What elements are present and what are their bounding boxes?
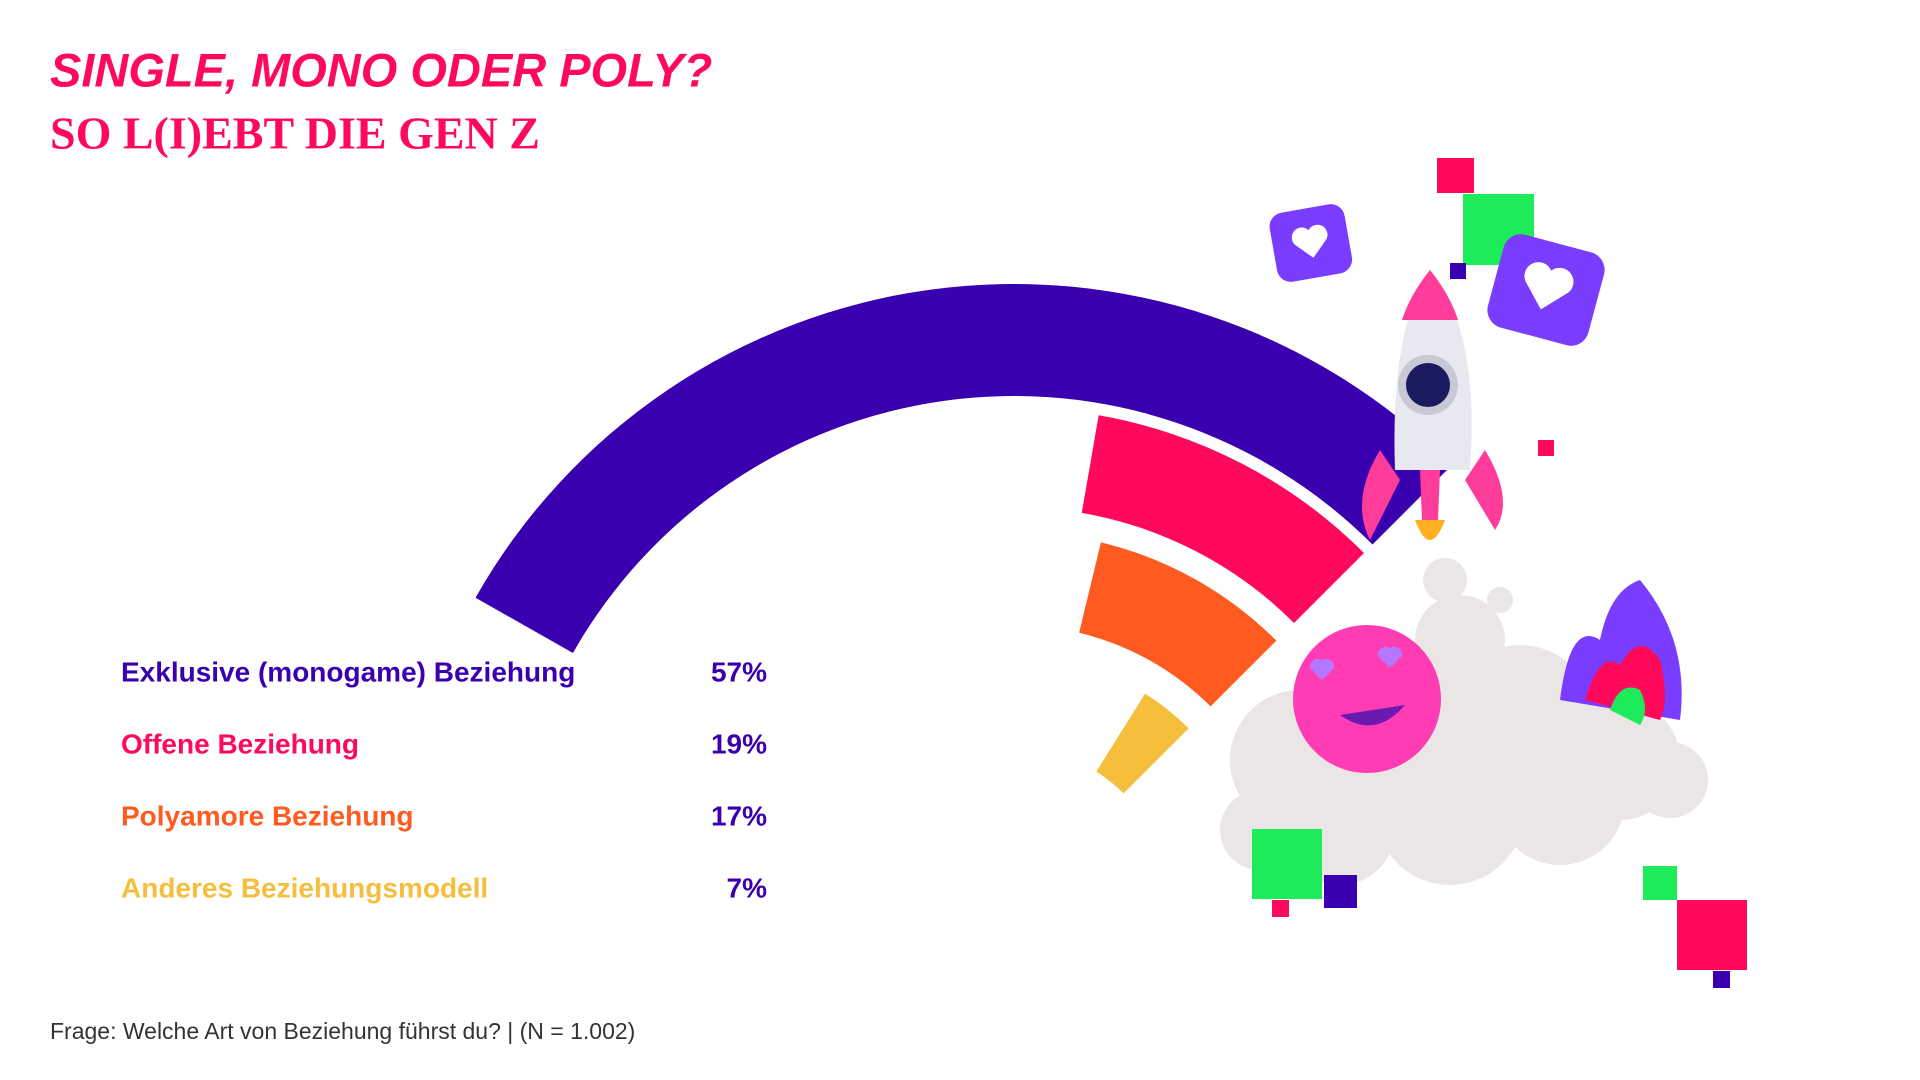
- deco-square: [1437, 158, 1474, 193]
- rocket: [1362, 270, 1503, 540]
- deco-square: [1252, 829, 1322, 899]
- deco-square: [1272, 900, 1289, 917]
- chart-subtitle: SO L(I)EBT DIE GEN Z: [50, 108, 540, 159]
- legend-label: Polyamore Beziehung: [121, 800, 414, 831]
- arc-bar: [475, 284, 1452, 653]
- deco-square: [1450, 263, 1466, 279]
- deco-square: [1713, 971, 1730, 988]
- value-label: 17%: [711, 800, 767, 831]
- deco-square: [1538, 440, 1554, 456]
- legend-label: Exklusive (monogame) Beziehung: [121, 656, 575, 687]
- arc-bar: [1079, 542, 1277, 707]
- chart-title: SINGLE, MONO ODER POLY?: [50, 43, 712, 96]
- illustration: [1220, 158, 1747, 988]
- heart-bubble: [1269, 204, 1353, 282]
- emoji: [1293, 625, 1441, 773]
- value-label: 57%: [711, 656, 767, 687]
- deco-square: [1643, 866, 1677, 900]
- fire: [1560, 580, 1682, 725]
- deco-square: [1677, 900, 1747, 970]
- legend-label: Offene Beziehung: [121, 728, 359, 759]
- footnote: Frage: Welche Art von Beziehung führst d…: [50, 1018, 635, 1044]
- legend-label: Anderes Beziehungsmodell: [121, 872, 488, 903]
- value-label: 7%: [727, 872, 768, 903]
- arc-bar: [1081, 415, 1365, 623]
- value-label: 19%: [711, 728, 767, 759]
- heart-bubble: [1487, 234, 1605, 346]
- arcs: [475, 284, 1452, 794]
- arc-bar: [1096, 693, 1189, 794]
- deco-square: [1324, 875, 1357, 908]
- legend: Exklusive (monogame) Beziehung 57% Offene …: [121, 656, 767, 903]
